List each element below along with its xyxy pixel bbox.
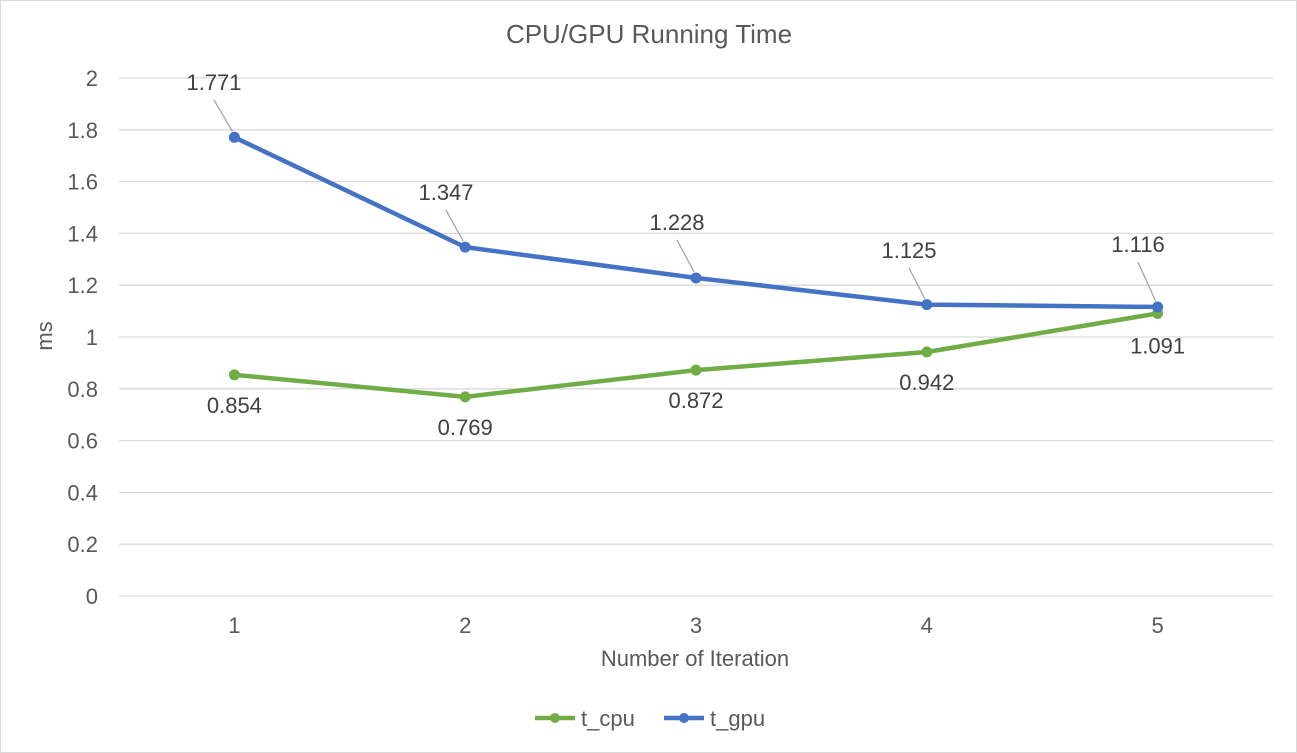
data-labels: 0.854 0.769 0.872 0.942 1.091 1.771 1.347 1.228… <box>186 70 1185 440</box>
y-tick-label: 0 <box>86 584 98 609</box>
data-point-t_gpu <box>690 272 702 284</box>
data-point-t_cpu <box>690 364 702 376</box>
y-tick-label: 0.2 <box>67 532 98 557</box>
data-label-t_cpu: 0.854 <box>207 393 262 418</box>
data-point-t_gpu <box>921 299 933 311</box>
data-label-t_gpu: 1.347 <box>418 180 473 205</box>
data-label-t_cpu: 0.769 <box>438 415 493 440</box>
x-tick-label: 3 <box>690 613 702 638</box>
leader-line <box>1137 261 1157 302</box>
data-label-t_gpu: 1.228 <box>649 210 704 235</box>
series-layer <box>228 131 1164 403</box>
data-label-t_gpu: 1.771 <box>186 70 241 95</box>
chart-title: CPU/GPU Running Time <box>506 19 792 49</box>
y-tick-label: 0.6 <box>67 429 98 454</box>
legend-swatch-marker <box>550 713 560 723</box>
y-tick-label: 2 <box>86 66 98 91</box>
y-axis-title: ms <box>32 321 57 350</box>
legend-item-t_cpu[interactable]: t_cpu <box>535 706 635 731</box>
data-point-t_gpu <box>1152 301 1164 313</box>
legend-label: t_cpu <box>581 706 635 731</box>
leader-line <box>213 99 233 132</box>
x-axis-ticks: 1 2 3 4 5 <box>228 613 1163 638</box>
y-tick-label: 1.8 <box>67 118 98 143</box>
y-tick-label: 0.4 <box>67 480 98 505</box>
data-point-t_gpu <box>228 131 240 143</box>
x-tick-label: 2 <box>459 613 471 638</box>
data-label-t_cpu: 1.091 <box>1130 333 1185 358</box>
x-tick-label: 4 <box>921 613 933 638</box>
data-label-t_cpu: 0.942 <box>899 370 954 395</box>
x-axis-title: Number of Iteration <box>601 646 789 671</box>
y-tick-label: 1.2 <box>67 273 98 298</box>
legend-label: t_gpu <box>710 706 765 731</box>
leader-line <box>676 239 695 273</box>
legend-item-t_gpu[interactable]: t_gpu <box>664 706 765 731</box>
series-line-t_cpu <box>232 311 1160 400</box>
y-tick-label: 0.8 <box>67 377 98 402</box>
data-point-t_cpu <box>921 346 933 358</box>
data-point-t_cpu <box>228 369 240 381</box>
leader-line <box>445 209 464 242</box>
leader-line <box>908 267 926 299</box>
x-tick-label: 5 <box>1151 613 1163 638</box>
legend-swatch-marker <box>679 713 689 723</box>
y-axis-ticks: 0 0.2 0.4 0.6 0.8 1 1.2 1.4 1.6 1.8 2 <box>67 66 98 609</box>
y-tick-label: 1 <box>86 325 98 350</box>
y-tick-label: 1.6 <box>67 170 98 195</box>
x-tick-label: 1 <box>228 613 240 638</box>
data-label-t_gpu: 1.116 <box>1111 232 1164 257</box>
data-point-t_gpu <box>459 241 471 253</box>
legend[interactable]: t_cpu t_gpu <box>535 706 765 731</box>
data-label-t_cpu: 0.872 <box>668 388 723 413</box>
y-tick-label: 1.4 <box>67 221 98 246</box>
data-point-t_cpu <box>459 391 471 403</box>
data-label-t_gpu: 1.125 <box>881 238 936 263</box>
gridlines <box>119 77 1273 597</box>
